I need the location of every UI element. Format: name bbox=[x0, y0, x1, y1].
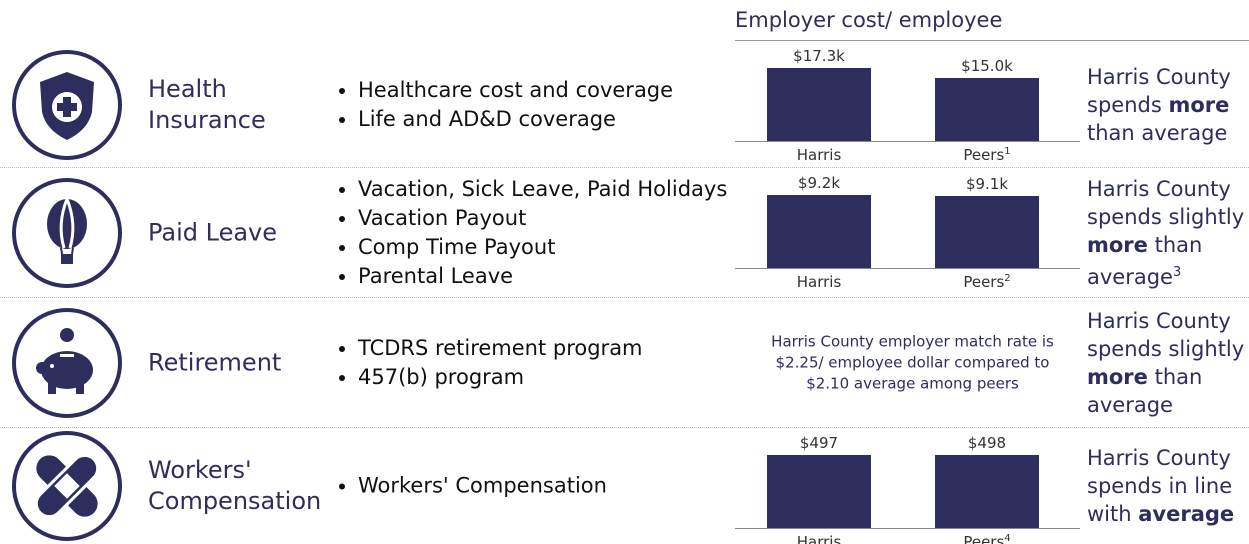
icon bbox=[12, 49, 122, 160]
category-text: Peers bbox=[963, 146, 1005, 164]
summary-emphasis: more bbox=[1168, 92, 1230, 117]
summary-text: Harris County spends slightly bbox=[1087, 177, 1245, 229]
bullet-list: Healthcare cost and coverageLife and AD&… bbox=[336, 76, 673, 134]
header-title: Employer cost/ employee bbox=[735, 8, 1003, 32]
row-name: Workers' Compensation bbox=[148, 456, 322, 515]
row-name: Health Insurance bbox=[148, 74, 266, 134]
row-separator bbox=[0, 427, 1249, 428]
category-label: Peers1 bbox=[935, 146, 1039, 164]
category-text: Harris bbox=[796, 146, 842, 164]
bullet: Parental Leave bbox=[358, 262, 727, 291]
category-label: Harris bbox=[767, 533, 871, 544]
category-text: Peers bbox=[963, 273, 1005, 291]
row: Paid Leave Vacation, Sick Leave, Paid Hol… bbox=[0, 168, 1249, 298]
row-separator bbox=[0, 167, 1249, 168]
footnote: 1 bbox=[1004, 146, 1011, 157]
value-label: $498 bbox=[967, 434, 1007, 452]
summary-text: than average bbox=[1087, 120, 1228, 145]
value-label: $9.1k bbox=[965, 174, 1009, 193]
summary-emphasis: more bbox=[1087, 233, 1148, 257]
bar bbox=[767, 195, 871, 268]
summary-text: than average bbox=[1087, 233, 1203, 289]
bar bbox=[767, 68, 871, 141]
row: Workers' Compensation Workers' Compensati… bbox=[0, 428, 1249, 544]
value-label: $15.0k bbox=[961, 56, 1013, 75]
summary-text: Harris County spends in line with bbox=[1087, 446, 1233, 526]
bullet: Healthcare cost and coverage bbox=[358, 76, 673, 105]
row-name: Paid Leave bbox=[148, 218, 278, 247]
category-label: Peers4 bbox=[935, 533, 1039, 544]
bullet: Vacation Payout bbox=[358, 204, 727, 233]
bullet: Comp Time Payout bbox=[358, 233, 727, 262]
summary-text: than average bbox=[1087, 365, 1203, 417]
bullet: Vacation, Sick Leave, Paid Holidays bbox=[358, 175, 727, 204]
footnote: 3 bbox=[1172, 265, 1182, 280]
bullet-list: Vacation, Sick Leave, Paid HolidaysVacat… bbox=[336, 175, 727, 291]
category-text: Harris bbox=[796, 533, 842, 544]
row: Health Insurance Healthcare cost and cove… bbox=[0, 41, 1249, 168]
footnote: 2 bbox=[1004, 273, 1011, 284]
icon bbox=[12, 308, 122, 418]
bar bbox=[935, 455, 1039, 528]
summary: Harris County spends slightly more than … bbox=[1087, 175, 1247, 291]
row-name: Retirement bbox=[148, 348, 282, 377]
bar bbox=[767, 455, 871, 528]
bullet-list: TCDRS retirement program457(b) program bbox=[336, 334, 643, 392]
baseline bbox=[735, 141, 1080, 142]
summary-emphasis: more bbox=[1087, 365, 1148, 389]
bullet: Life and AD&D coverage bbox=[358, 105, 673, 134]
baseline bbox=[735, 268, 1080, 269]
bar bbox=[935, 77, 1039, 141]
value-label: $9.2k bbox=[797, 174, 841, 192]
bar bbox=[935, 195, 1039, 268]
bullet: Workers' Compensation bbox=[358, 472, 607, 501]
summary: Harris County spends in line with averag… bbox=[1087, 444, 1247, 528]
category-label: Harris bbox=[767, 273, 871, 291]
category-text: Harris bbox=[796, 273, 842, 291]
summary-text: Harris County spends bbox=[1087, 64, 1231, 117]
baseline bbox=[735, 528, 1080, 529]
bullet: 457(b) program bbox=[358, 363, 643, 392]
category-text: Peers bbox=[963, 533, 1005, 544]
value-label: $497 bbox=[799, 434, 839, 453]
value-label: $17.3k bbox=[793, 47, 845, 65]
category-label: Harris bbox=[767, 146, 871, 164]
summary: Harris County spends more than average bbox=[1087, 63, 1247, 147]
bullet: TCDRS retirement program bbox=[358, 334, 643, 363]
summary: Harris County spends slightly more than … bbox=[1087, 307, 1247, 419]
header-rule bbox=[735, 40, 1249, 41]
summary-emphasis: average bbox=[1138, 502, 1235, 526]
footnote: 4 bbox=[1004, 533, 1011, 544]
row-separator bbox=[0, 297, 1249, 298]
match-note: Harris County employer match rate is $2.… bbox=[771, 332, 1054, 393]
bullet-list: Workers' Compensation bbox=[336, 472, 607, 501]
icon bbox=[12, 431, 122, 541]
row: Retirement TCDRS retirement program457(b)… bbox=[0, 298, 1249, 428]
category-label: Peers2 bbox=[935, 273, 1039, 291]
summary-text: Harris County spends slightly bbox=[1087, 309, 1245, 361]
icon bbox=[12, 178, 122, 288]
